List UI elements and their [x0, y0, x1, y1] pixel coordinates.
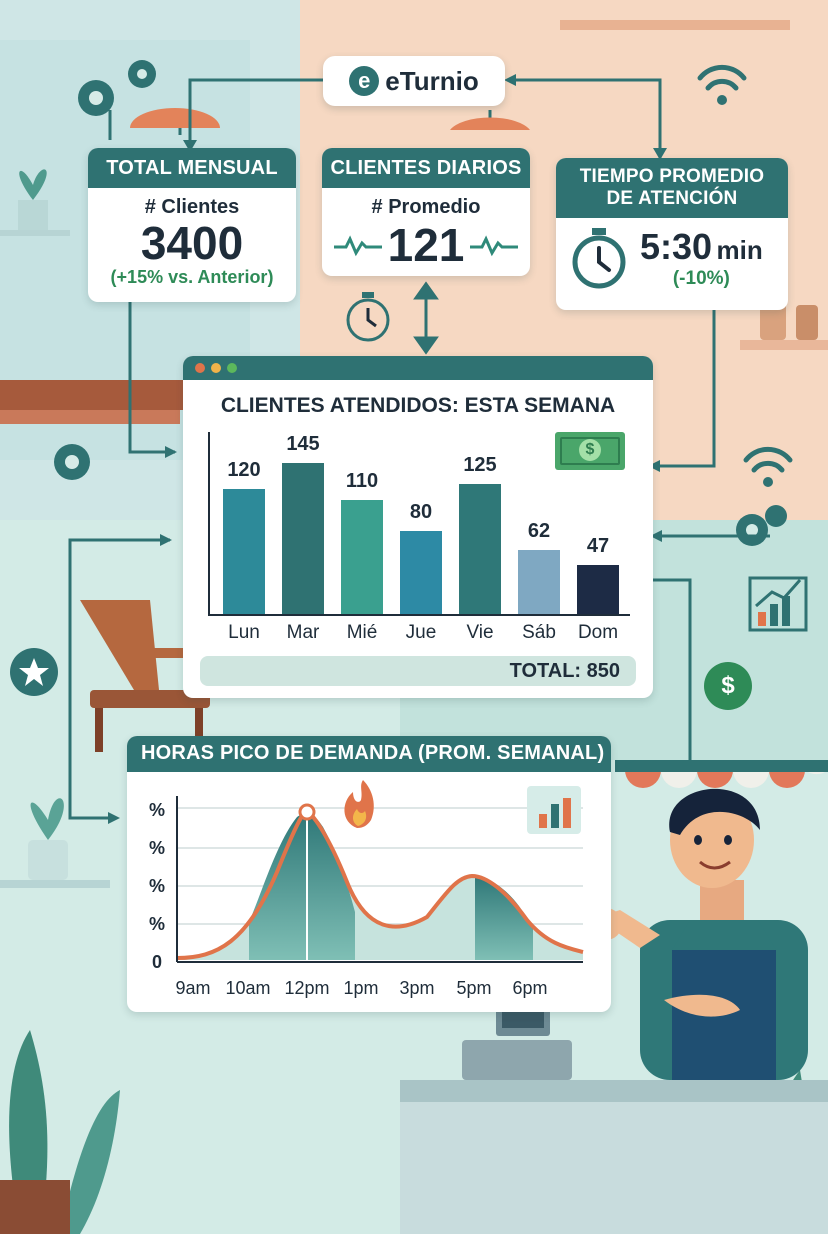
- bar-category-label: Lun: [228, 622, 260, 643]
- y-tick-label: %: [148, 800, 165, 820]
- brand-pill[interactable]: e eTurnio: [323, 56, 505, 106]
- kpi-delta: (-10%): [672, 268, 730, 289]
- bar-value-label: 125: [463, 454, 497, 476]
- bar-dom: [577, 565, 619, 614]
- window-dot-green: [227, 363, 237, 373]
- money-icon: $: [555, 432, 625, 470]
- kpi-card-tiempo-promedio: TIEMPO PROMEDIO DE ATENCIÓN 5:30 min (-1…: [556, 158, 788, 310]
- x-tick-label: 5pm: [456, 978, 492, 998]
- bar-lun: [223, 489, 265, 614]
- kpi-subtitle: # Clientes: [144, 196, 240, 218]
- kpi-subtitle: # Promedio: [371, 196, 481, 218]
- x-tick-label: 12pm: [284, 978, 330, 998]
- bar-mar: [282, 463, 324, 614]
- bar-sáb: [518, 549, 560, 614]
- kpi-delta: (+15% vs. Anterior): [110, 267, 274, 287]
- bar-chart-icon: [527, 786, 581, 834]
- window-titlebar: [183, 356, 653, 380]
- y-tick-label: %: [148, 838, 165, 858]
- x-tick-label: 6pm: [512, 978, 548, 998]
- y-tick-label: %: [148, 876, 165, 896]
- bar-category-label: Mié: [346, 622, 378, 643]
- dollar-symbol: $: [721, 672, 735, 699]
- kpi-card-total-mensual: TOTAL MENSUAL # Clientes 3400 (+15% vs. …: [88, 148, 296, 302]
- bar-value-label: 110: [345, 469, 379, 492]
- bar-value-label: 120: [227, 459, 261, 482]
- bar-category-label: Jue: [405, 622, 437, 643]
- money-symbol: $: [579, 439, 601, 461]
- weekly-chart-title: CLIENTES ATENDIDOS: ESTA SEMANA: [220, 394, 616, 417]
- bar-category-label: Dom: [577, 622, 619, 643]
- peak-chart-title: HORAS PICO DE DEMANDA (PROM. SEMANAL): [127, 736, 611, 772]
- stopwatch-icon: [572, 228, 626, 289]
- pulse-icon: [333, 235, 382, 257]
- bar-category-label: Mar: [286, 622, 320, 643]
- brand-logo-icon: e: [349, 66, 380, 96]
- y-tick-label: %: [148, 914, 165, 934]
- kpi-value: 121: [387, 219, 465, 271]
- x-tick-label: 9am: [175, 978, 211, 998]
- bar-value-label: 145: [286, 433, 320, 456]
- kpi-header: TIEMPO PROMEDIO DE ATENCIÓN: [556, 158, 788, 218]
- bar-vie: [459, 484, 501, 614]
- window-dot-yellow: [211, 363, 221, 373]
- kpi-header-line1: TIEMPO PROMEDIO: [579, 166, 765, 187]
- x-tick-label: 1pm: [343, 978, 379, 998]
- weekly-chart-x-axis: [208, 614, 630, 616]
- weekly-chart-window: CLIENTES ATENDIDOS: ESTA SEMANA $ 120 Lun…: [183, 356, 653, 698]
- fire-icon: [344, 780, 374, 828]
- kpi-unit: min: [716, 235, 763, 265]
- kpi-value: 5:30: [640, 226, 713, 267]
- kpi-value: 3400: [140, 217, 244, 269]
- brand-name: eTurnio: [385, 65, 479, 96]
- dollar-icon: $: [704, 672, 752, 702]
- window-dot-red: [195, 363, 205, 373]
- bar-value-label: 62: [527, 519, 551, 542]
- bar-value-label: 80: [409, 500, 433, 523]
- weekly-total-label: TOTAL: 850: [509, 660, 620, 682]
- x-tick-label: 10am: [225, 978, 271, 998]
- kpi-header: CLIENTES DIARIOS: [322, 148, 530, 188]
- bar-mié: [341, 499, 383, 614]
- kpi-header-line2: DE ATENCIÓN: [606, 188, 738, 209]
- weekly-total-bar: TOTAL: 850: [200, 656, 636, 686]
- pulse-icon: [470, 235, 519, 257]
- weekly-chart-plot: 120 Lun 145 Mar 110 Mié 80 Jue 125 Vie 62 Sáb 47 Dom: [183, 356, 653, 698]
- kpi-header: TOTAL MENSUAL: [88, 148, 296, 188]
- bar-category-label: Vie: [466, 622, 494, 643]
- weekly-chart-y-axis: [208, 432, 210, 616]
- brand-logo-letter: e: [358, 68, 371, 93]
- peak-chart-window: HORAS PICO DE DEMANDA (PROM. SEMANAL): [127, 736, 611, 1012]
- x-tick-label: 3pm: [399, 978, 435, 998]
- y-tick-label: 0: [151, 952, 162, 972]
- bar-jue: [400, 530, 442, 614]
- bar-category-label: Sáb: [522, 622, 556, 643]
- bar-value-label: 47: [586, 535, 610, 558]
- peak-area-chart: [176, 780, 584, 963]
- kpi-card-clientes-diarios: CLIENTES DIARIOS # Promedio 121: [322, 148, 530, 276]
